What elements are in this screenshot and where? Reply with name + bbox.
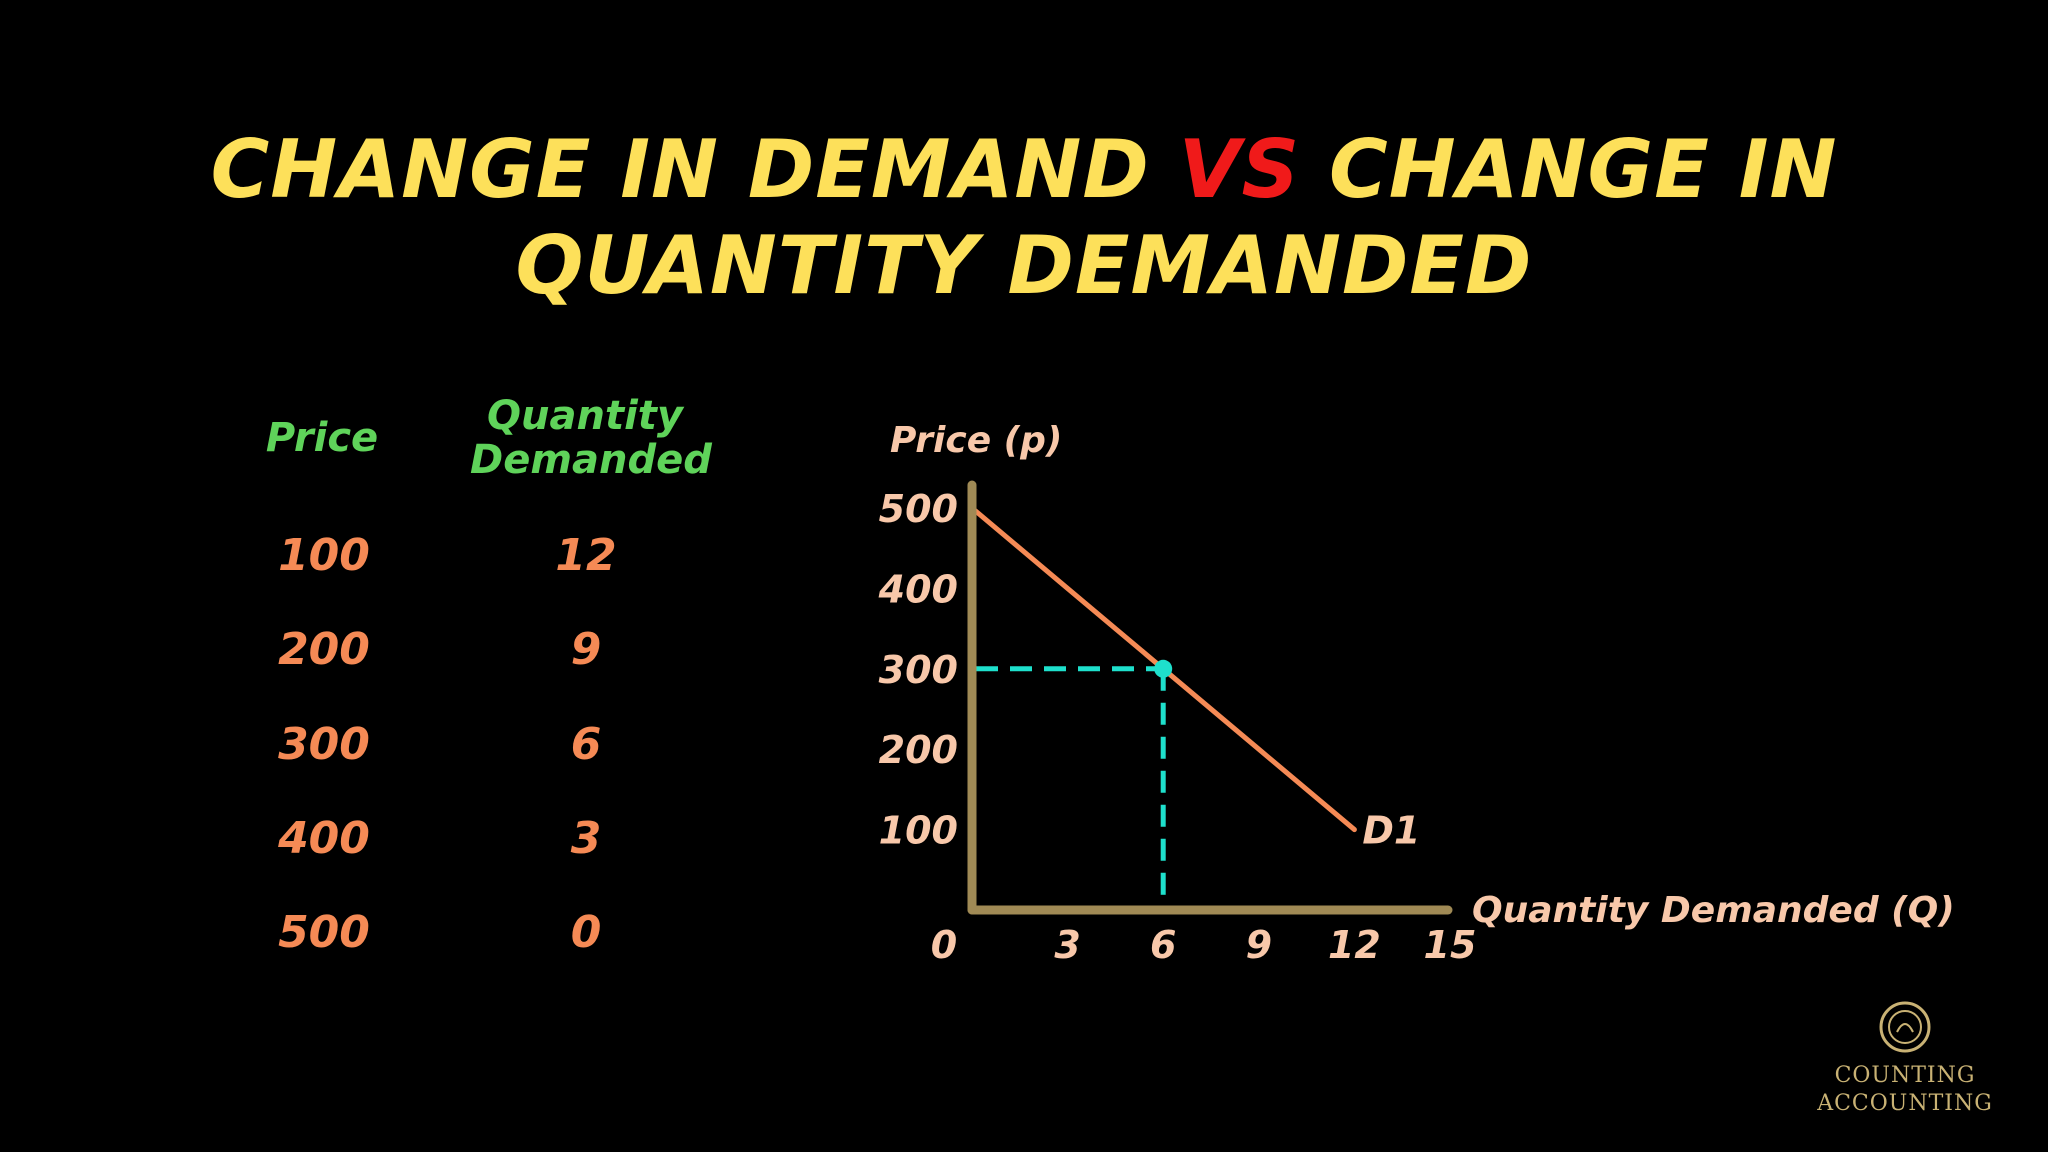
x-tick-label: 12 xyxy=(1328,923,1381,967)
table-cell-quantity: 12 xyxy=(555,530,617,581)
laurel-seal-icon xyxy=(1879,1001,1931,1053)
table-cell-price: 200 xyxy=(278,624,370,675)
quantity-column-header-line1: Quantity xyxy=(487,393,683,439)
x-tick-label: 3 xyxy=(1054,923,1080,967)
price-column-header: Price xyxy=(265,415,379,461)
table-cell-price: 300 xyxy=(278,719,370,770)
table-cell-quantity: 9 xyxy=(570,624,602,675)
title-line-2: QUANTITY DEMANDED xyxy=(515,219,1533,312)
y-axis-label: Price (p) xyxy=(890,420,1062,461)
y-tick-label: 400 xyxy=(878,567,958,611)
series-label-d1: D1 xyxy=(1362,809,1420,853)
quantity-column-header-line2: Demanded xyxy=(470,437,712,483)
title-line-1: CHANGE IN DEMAND VS CHANGE IN xyxy=(0,122,2048,218)
x-tick-label: 6 xyxy=(1150,923,1176,967)
table-cell-price: 400 xyxy=(278,813,370,864)
table-cell-price: 500 xyxy=(278,907,370,958)
title-vs: VS xyxy=(1178,123,1301,216)
logo-text-line2: ACCOUNTING xyxy=(1817,1091,1993,1116)
logo-text-line1: COUNTING xyxy=(1834,1063,1976,1088)
y-tick-label: 200 xyxy=(879,728,958,772)
table-cell-price: 100 xyxy=(278,530,370,581)
table-cell-quantity: 3 xyxy=(570,813,602,864)
y-tick-label: 500 xyxy=(879,487,958,531)
title-part-1: CHANGE IN DEMAND xyxy=(210,123,1179,216)
table-cell-quantity: 0 xyxy=(570,907,602,958)
title-part-2: CHANGE IN xyxy=(1300,123,1838,216)
table-cell-quantity: 6 xyxy=(570,719,602,770)
x-tick-label: 9 xyxy=(1246,923,1272,967)
highlight-point xyxy=(1154,659,1173,678)
y-tick-label: 300 xyxy=(879,648,958,692)
x-tick-label: 15 xyxy=(1424,923,1477,967)
x-tick-label: 0 xyxy=(931,923,957,967)
x-axis-label: Quantity Demanded (Q) xyxy=(1472,890,1955,931)
counting-accounting-logo: COUNTING ACCOUNTING xyxy=(1810,1000,2000,1118)
y-tick-label: 100 xyxy=(879,809,958,853)
